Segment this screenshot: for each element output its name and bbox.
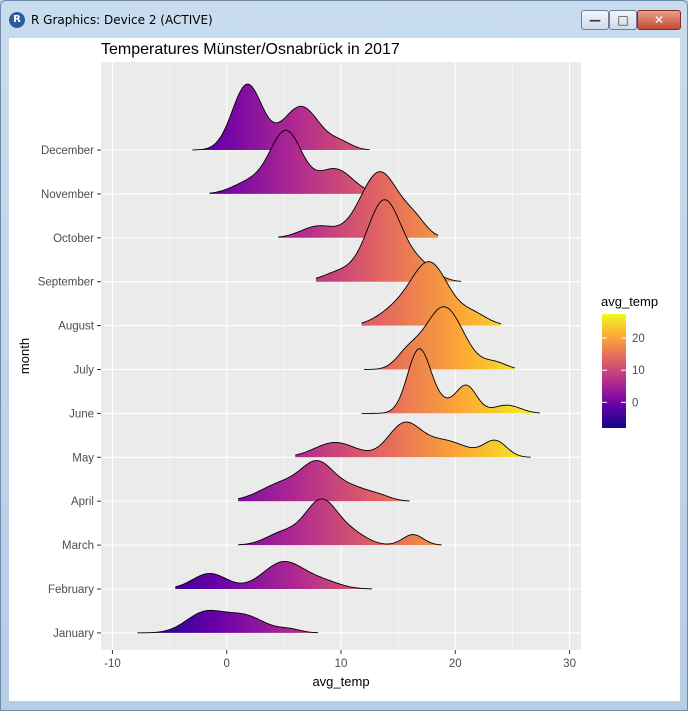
chart-title: Temperatures Münster/Osnabrück in 2017 (101, 41, 400, 58)
ridge-line-may (295, 421, 531, 458)
y-tick-label: October (53, 233, 94, 245)
ridge-fill-june (361, 348, 540, 414)
window-titlebar[interactable]: R R Graphics: Device 2 (ACTIVE) — □ ✕ (1, 1, 687, 37)
ridge-fill-august (361, 261, 501, 326)
x-axis-label: avg_temp (312, 674, 369, 689)
ridge-line-january (137, 609, 319, 634)
ridge-line-august (361, 261, 502, 325)
maximize-button[interactable]: □ (609, 10, 637, 30)
window-title: R Graphics: Device 2 (ACTIVE) (31, 13, 213, 27)
density-ridges (137, 83, 540, 634)
legend-tick-label: 10 (632, 365, 645, 377)
legend-title: avg_temp (601, 294, 658, 309)
ridge-line-december (192, 83, 370, 151)
y-tick-label: June (69, 408, 94, 420)
ridge-fill-september (315, 199, 461, 282)
x-tick-label: 30 (563, 658, 576, 670)
plot-canvas: Temperatures Münster/Osnabrück in 2017 J… (9, 38, 680, 701)
close-button[interactable]: ✕ (637, 10, 681, 30)
ridge-line-november (209, 129, 393, 195)
ridge-line-june (361, 348, 540, 414)
legend-colorbar (602, 314, 626, 428)
x-tick-label: 10 (335, 658, 348, 670)
y-tick-label: December (41, 145, 94, 157)
ridge-fill-december (192, 84, 370, 150)
ridgeline-chart: Temperatures Münster/Osnabrück in 2017 J… (17, 41, 658, 689)
x-axis: -10 0 10 20 30 (104, 650, 576, 670)
x-tick-label: 20 (449, 658, 462, 670)
y-tick-label: August (58, 321, 95, 333)
ridge-line-october (278, 171, 439, 238)
minimize-button[interactable]: — (581, 10, 609, 30)
ridge-line-february (175, 561, 372, 590)
ridge-fill-may (295, 422, 531, 458)
ridge-fill-july (363, 306, 515, 370)
y-tick-label: September (38, 277, 94, 289)
y-tick-label: May (72, 452, 94, 464)
y-axis-label: month (17, 338, 32, 374)
y-tick-label: July (74, 365, 95, 377)
ridge-fill-april (238, 460, 410, 502)
x-tick-label: 0 (224, 658, 230, 670)
y-tick-label: November (41, 189, 94, 201)
r-app-icon: R (9, 12, 25, 28)
ridge-line-april (238, 460, 410, 502)
y-tick-label: March (62, 540, 94, 552)
ridge-line-march (238, 498, 442, 546)
ridge-line-july (363, 306, 515, 370)
x-tick-label: -10 (104, 658, 121, 670)
ridge-fill-january (137, 610, 319, 633)
minimize-icon: — (589, 13, 601, 27)
color-legend: avg_temp 0 10 20 (601, 294, 658, 428)
y-tick-label: January (53, 628, 94, 640)
y-tick-label: April (71, 496, 94, 508)
legend-tick-label: 20 (632, 333, 645, 345)
ridge-fill-february (175, 561, 372, 589)
close-icon: ✕ (653, 13, 665, 27)
legend-tick-label: 0 (632, 397, 638, 409)
ridge-fill-march (238, 498, 442, 546)
maximize-icon: □ (617, 13, 629, 27)
ridge-fill-november (209, 130, 393, 194)
y-tick-label: February (48, 584, 94, 596)
y-axis: January February March April May June July Augu… (38, 145, 101, 640)
